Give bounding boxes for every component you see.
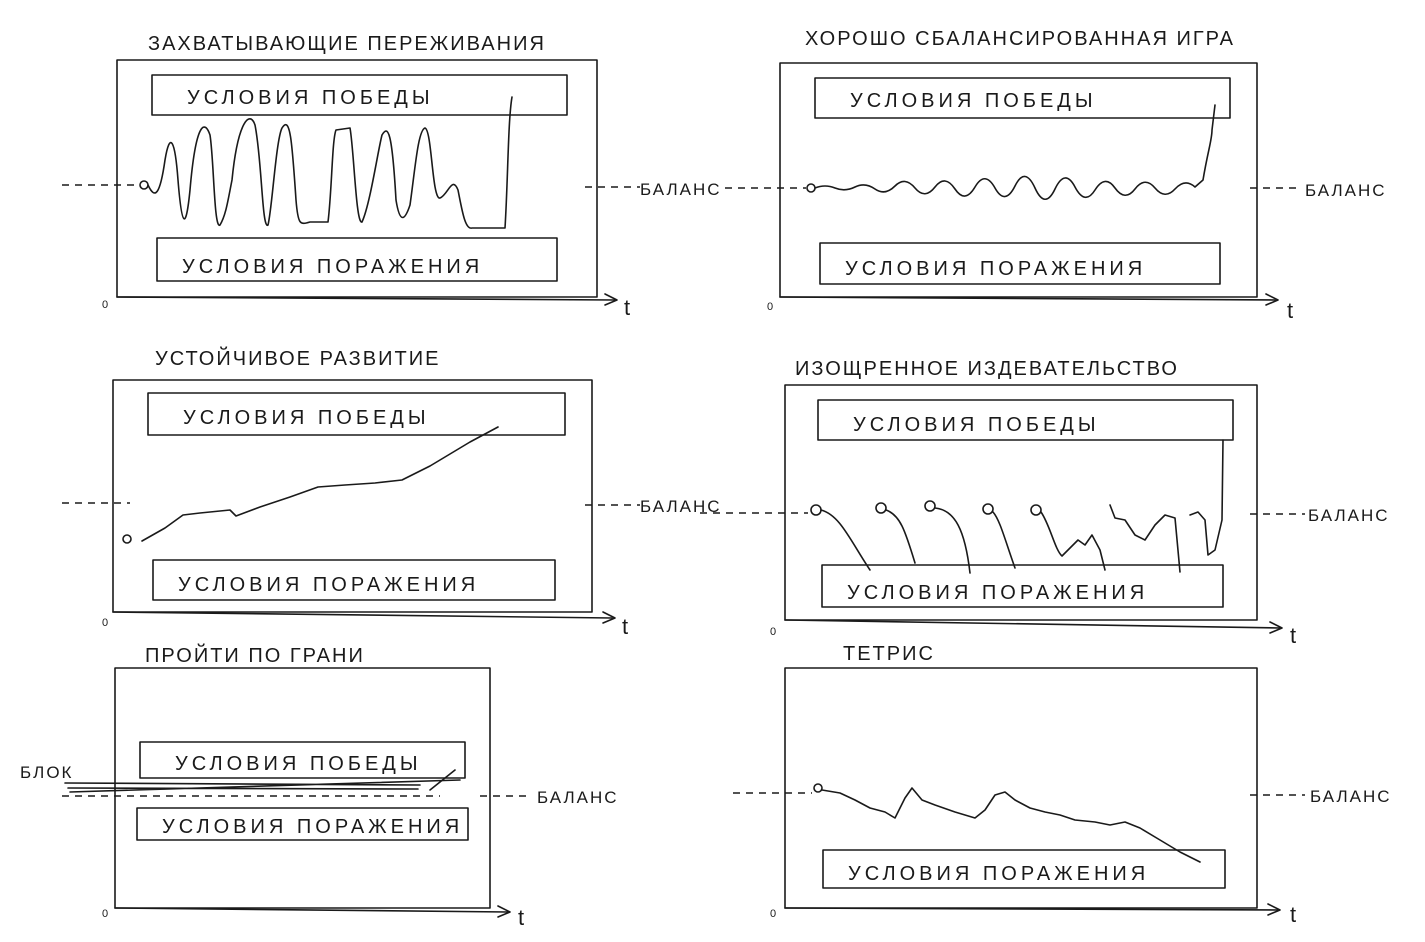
axis-arrow-icon bbox=[497, 905, 511, 918]
balance-label: БАЛАНС bbox=[640, 180, 722, 199]
time-axis-label: t bbox=[622, 614, 630, 639]
panel-tetris: ТЕТРИС УСЛОВИЯ ПОРАЖЕНИЯ БАЛАНС t 0 bbox=[733, 643, 1392, 927]
lose-conditions-label: УСЛОВИЯ ПОРАЖЕНИЯ bbox=[182, 256, 483, 278]
panel-title: ХОРОШО СБАЛАНСИРОВАННАЯ ИГРА bbox=[805, 28, 1235, 50]
start-point bbox=[806, 183, 816, 193]
start-point bbox=[139, 180, 149, 190]
panel-steady-development: УСТОЙЧИВОЕ РАЗВИТИЕ УСЛОВИЯ ПОБЕДЫ УСЛОВ… bbox=[62, 346, 722, 639]
origin-label: 0 bbox=[770, 626, 778, 638]
axis-arrow-icon bbox=[1269, 621, 1283, 634]
win-conditions-box bbox=[151, 74, 568, 116]
balance-label: БАЛАНС bbox=[1308, 506, 1390, 525]
time-axis-label: t bbox=[1290, 902, 1298, 927]
lose-conditions-label: УСЛОВИЯ ПОРАЖЕНИЯ bbox=[848, 863, 1149, 885]
panel-exciting-experience: ЗАХВАТЫВАЮЩИЕ ПЕРЕЖИВАНИЯ УСЛОВИЯ ПОБЕДЫ… bbox=[62, 33, 722, 320]
progress-curve bbox=[429, 769, 456, 791]
axis-arrow-icon bbox=[1267, 903, 1281, 916]
lose-conditions-box bbox=[821, 564, 1224, 608]
time-axis-label: t bbox=[1290, 623, 1298, 648]
time-axis bbox=[112, 611, 613, 619]
lose-conditions-label: УСЛОВИЯ ПОРАЖЕНИЯ bbox=[162, 816, 463, 838]
attempt-curves bbox=[810, 439, 1224, 574]
panel-frame bbox=[784, 384, 1258, 621]
time-axis bbox=[116, 296, 616, 301]
origin-label: 0 bbox=[770, 908, 778, 920]
block-label: БЛОК bbox=[20, 763, 73, 782]
progress-curve bbox=[821, 787, 1201, 863]
origin-label: 0 bbox=[102, 617, 110, 629]
win-conditions-label: УСЛОВИЯ ПОБЕДЫ bbox=[187, 87, 434, 109]
block-lines bbox=[64, 779, 461, 793]
win-conditions-label: УСЛОВИЯ ПОБЕДЫ bbox=[175, 753, 422, 775]
panel-frame bbox=[779, 62, 1258, 298]
start-point bbox=[122, 534, 132, 544]
origin-label: 0 bbox=[102, 299, 110, 311]
lose-conditions-box bbox=[819, 242, 1221, 285]
win-conditions-label: УСЛОВИЯ ПОБЕДЫ bbox=[183, 407, 430, 429]
panel-title: ПРОЙТИ ПО ГРАНИ bbox=[145, 643, 365, 667]
lose-conditions-label: УСЛОВИЯ ПОРАЖЕНИЯ bbox=[847, 582, 1148, 604]
progress-curve bbox=[814, 104, 1216, 201]
win-conditions-box bbox=[147, 392, 566, 436]
progress-curve bbox=[147, 96, 513, 229]
balance-label: БАЛАНС bbox=[1305, 181, 1387, 200]
balance-label: БАЛАНС bbox=[1310, 787, 1392, 806]
win-conditions-box bbox=[817, 399, 1234, 441]
progress-curve bbox=[141, 426, 499, 542]
time-axis-label: t bbox=[624, 295, 632, 320]
time-axis-label: t bbox=[1287, 298, 1295, 323]
panel-walk-the-edge: ПРОЙТИ ПО ГРАНИ УСЛОВИЯ ПОБЕДЫ УСЛОВИЯ П… bbox=[20, 643, 619, 930]
origin-label: 0 bbox=[102, 908, 110, 920]
win-conditions-box bbox=[139, 741, 466, 779]
start-point bbox=[813, 783, 823, 793]
time-axis-label: t bbox=[518, 905, 526, 930]
balance-label: БАЛАНС bbox=[640, 497, 722, 516]
time-axis bbox=[779, 296, 1276, 301]
balance-label: БАЛАНС bbox=[537, 788, 619, 807]
time-axis bbox=[784, 619, 1281, 629]
lose-conditions-box bbox=[156, 237, 558, 282]
axis-arrow-icon bbox=[1265, 293, 1279, 306]
lose-conditions-box bbox=[822, 849, 1226, 889]
win-conditions-label: УСЛОВИЯ ПОБЕДЫ bbox=[850, 90, 1097, 112]
lose-conditions-label: УСЛОВИЯ ПОРАЖЕНИЯ bbox=[845, 258, 1146, 280]
axis-arrow-icon bbox=[604, 293, 618, 306]
panel-title: ТЕТРИС bbox=[843, 643, 935, 665]
lose-conditions-box bbox=[136, 807, 469, 841]
panel-title: ЗАХВАТЫВАЮЩИЕ ПЕРЕЖИВАНИЯ bbox=[148, 33, 546, 55]
panel-well-balanced-game: ХОРОШО СБАЛАНСИРОВАННАЯ ИГРА УСЛОВИЯ ПОБ… bbox=[725, 28, 1387, 323]
time-axis bbox=[114, 907, 509, 913]
panel-frame bbox=[112, 379, 593, 613]
panel-frame bbox=[116, 59, 598, 298]
panel-frame bbox=[784, 667, 1258, 909]
win-conditions-label: УСЛОВИЯ ПОБЕДЫ bbox=[853, 414, 1100, 436]
lose-conditions-box bbox=[152, 559, 556, 601]
panel-title: ИЗОЩРЕННОЕ ИЗДЕВАТЕЛЬСТВО bbox=[795, 358, 1179, 380]
axis-arrow-icon bbox=[602, 611, 616, 624]
lose-conditions-label: УСЛОВИЯ ПОРАЖЕНИЯ bbox=[178, 574, 479, 596]
time-axis bbox=[784, 907, 1279, 911]
origin-label: 0 bbox=[767, 301, 775, 313]
win-conditions-box bbox=[814, 77, 1231, 119]
panel-sophisticated-mockery: ИЗОЩРЕННОЕ ИЗДЕВАТЕЛЬСТВО УСЛОВИЯ ПОБЕДЫ… bbox=[700, 358, 1390, 648]
panel-title: УСТОЙЧИВОЕ РАЗВИТИЕ bbox=[155, 346, 440, 370]
